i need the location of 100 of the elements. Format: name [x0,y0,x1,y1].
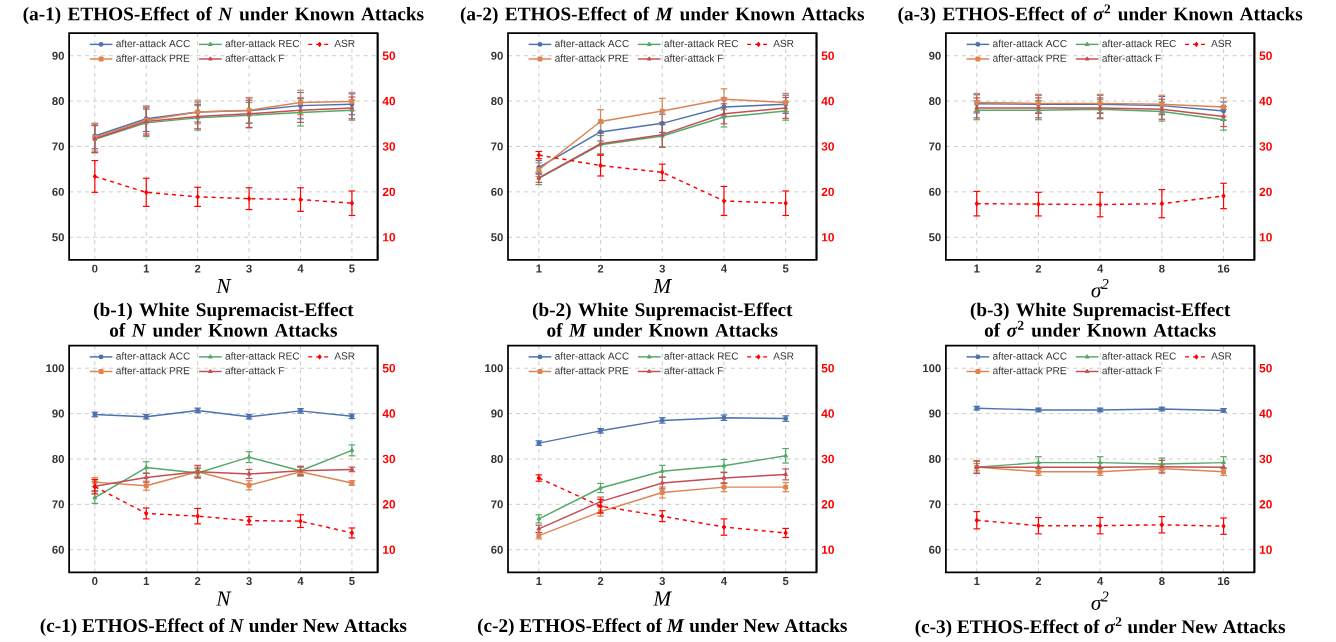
y-tick-label: 70 [929,142,941,151]
y-tick-label: 90 [52,51,64,60]
legend-label: after-attack REC [664,39,739,48]
legend-label: after-attack ACC [993,39,1067,48]
legend-label: after-attack ACC [116,39,190,48]
legend-label: after-attack PRE [993,54,1067,62]
chart-title: (b-3) White Supremacist-Effect of σ$^{2}$ under Known Attacks [970,302,1231,337]
y2-tick-label: 10 [1259,545,1272,554]
y2-tick-label: 30 [821,142,834,151]
y2-tick-label: 50 [382,51,396,60]
y2-tick-label: 50 [1259,363,1272,373]
legend-label: after-attack ACC [555,352,629,360]
x-tick-label: 3 [659,264,665,273]
y2-tick-label: 20 [1259,500,1272,509]
y2-tick-label: 40 [382,96,396,106]
legend-label: after-attack F [1102,54,1161,62]
legend-label: after-attack REC [1102,39,1176,48]
legend-label: after-attack PRE [993,366,1067,375]
legend-label: after-attack ACC [555,39,629,48]
legend-label: after-attack PRE [116,54,190,62]
x-axis-title: M [653,279,673,293]
x-tick-label: 4 [720,264,728,273]
y2-tick-label: 10 [383,545,396,554]
x-tick-label: 4 [1097,264,1104,273]
text: (c-3) ETHOS-Effect of σ$^{2}$ under New Attacks [915,617,1286,638]
legend-label: ASR [773,352,794,360]
y-tick-label: 60 [929,545,941,554]
legend-label: after-attack REC [664,352,739,360]
x-tick-label: 4 [297,577,304,585]
x-tick-label: 3 [246,577,252,586]
x-axis-title: σ$^{2}$ [1091,279,1109,298]
y2-tick-label: 30 [382,142,396,151]
y-tick-label: 80 [929,454,941,463]
y2-tick-label: 20 [382,187,396,197]
y-tick-label: 70 [491,500,503,509]
y-tick-label: 70 [491,142,503,151]
chart-title: (a-3) ETHOS-Effect of σ$^{2}$ under Known Attacks [898,4,1303,25]
legend-label: after-attack ACC [116,352,190,360]
x-tick-label: 1 [143,577,150,585]
x-tick-label: 0 [92,264,98,273]
x-tick-label: 1 [536,264,542,273]
y2-tick-label: 50 [382,363,396,373]
y2-tick-label: 20 [382,500,396,509]
y-tick-label: 80 [52,97,64,106]
x-tick-label: 4 [720,577,728,585]
y-tick-label: 60 [491,187,503,196]
legend-label: after-attack F [225,366,285,375]
x-tick-label: 3 [246,264,252,273]
legend-label: ASR [334,39,355,47]
x-tick-label: 3 [659,577,665,586]
y-tick-label: 60 [52,545,64,554]
y2-tick-label: 30 [1259,454,1272,464]
chart-title: (b-1) White Supremacist-Effect of N under Known Attacks [94,302,354,337]
y-tick-label: 50 [52,233,64,242]
legend-label: after-attack F [225,54,285,62]
y-tick-label: 50 [929,233,941,242]
y2-tick-label: 10 [821,232,834,242]
x-tick-label: 2 [194,577,201,585]
y-tick-label: 70 [929,500,941,509]
x-tick-label: 2 [194,264,201,273]
y2-tick-label: 50 [1259,51,1272,60]
y-tick-label: 80 [929,97,941,106]
y2-tick-label: 30 [1259,142,1272,151]
y-tick-label: 100 [923,364,941,373]
y-tick-label: 100 [46,364,64,373]
y2-tick-label: 10 [1259,232,1272,242]
legend-label: ASR [1211,39,1232,47]
legend-label: after-attack PRE [555,366,629,375]
x-axis-title: M [653,591,673,606]
y2-tick-label: 30 [821,454,834,464]
x-tick-label: 1 [143,264,150,273]
y-tick-label: 90 [52,409,64,418]
y2-tick-label: 40 [382,409,396,418]
x-axis-title: N [216,279,232,293]
y-tick-label: 90 [491,409,503,418]
y-tick-label: 50 [491,233,503,242]
x-tick-label: 2 [597,577,604,585]
legend-label: after-attack ACC [993,352,1067,360]
y-tick-label: 60 [52,187,64,196]
y2-tick-label: 10 [383,232,396,242]
y2-tick-label: 40 [1259,96,1272,106]
x-tick-label: 5 [782,577,789,585]
y-tick-label: 60 [491,545,503,554]
y-tick-label: 80 [52,454,64,463]
x-axis-title: N [216,591,232,606]
x-tick-label: 16 [1217,577,1230,586]
text: (c-1) ETHOS-Effect of N under New Attacks [40,618,407,636]
x-tick-label: 5 [349,264,355,273]
y2-tick-label: 40 [1259,409,1272,418]
legend-label: after-attack PRE [116,366,190,375]
legend-label: after-attack REC [1102,352,1176,360]
x-tick-label: 0 [92,577,98,586]
y2-tick-label: 10 [821,545,834,554]
x-tick-label: 8 [1159,577,1165,586]
x-tick-label: 1 [536,577,542,585]
y2-tick-label: 40 [821,409,834,418]
legend-label: ASR [334,352,355,360]
y-tick-label: 90 [929,409,941,418]
y2-tick-label: 50 [821,51,834,60]
x-tick-label: 1 [974,577,980,585]
